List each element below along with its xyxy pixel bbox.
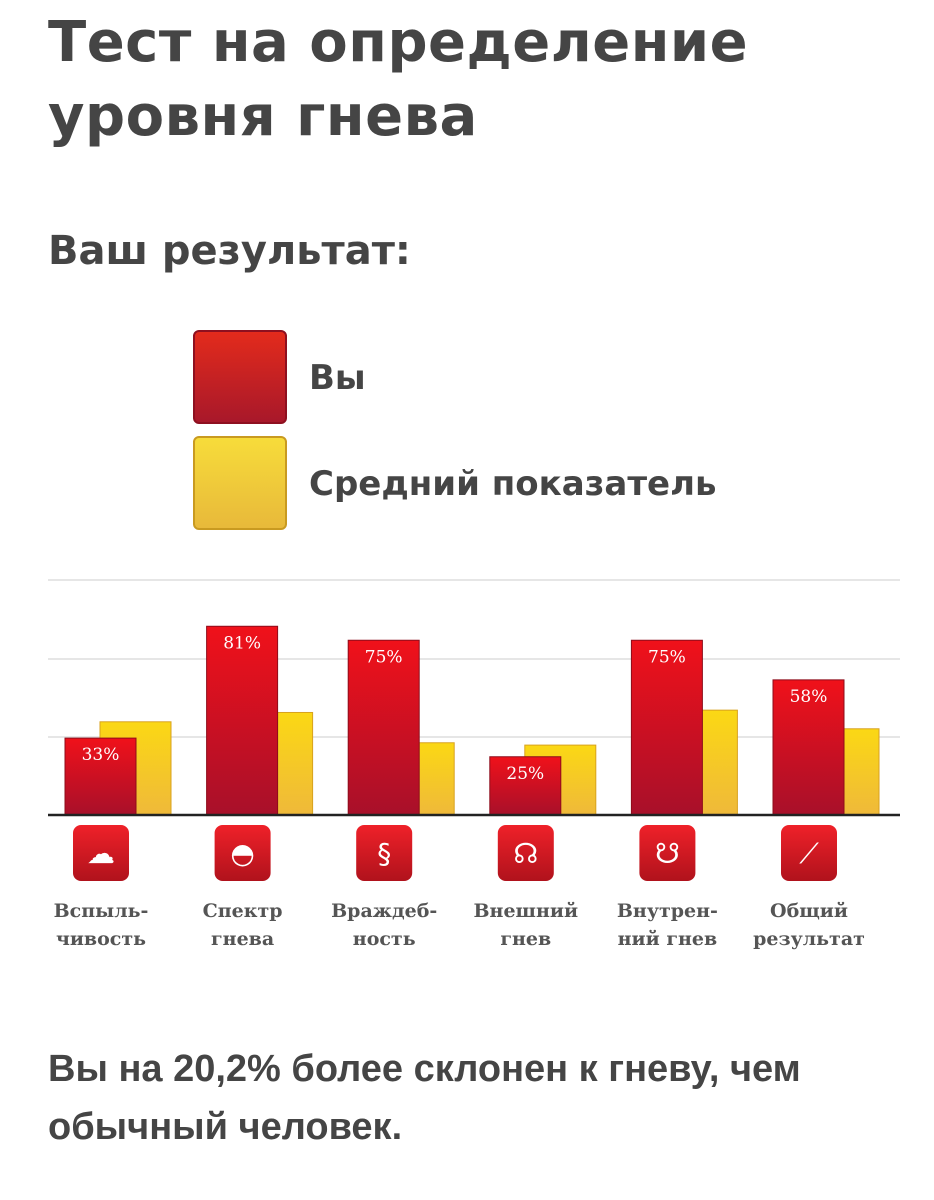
category-label-5: Общий результат [753,900,865,950]
category-label-0: Вспыль-чивость [54,900,149,950]
head-outward-sound-icon: ☊ [497,825,554,881]
legend-label-you: Вы [309,358,366,398]
head-inward-sound-icon-tile [639,825,696,881]
data-label-you-4: 75% [648,647,686,667]
legend-label-average: Средний показатель [309,464,717,504]
data-label-you-5: 58% [790,687,828,707]
category-label-2: Враждеб-ность [331,900,437,950]
head-inward-sound-icon: ☋ [639,825,696,881]
bar-you-3 [489,756,562,816]
spectrum-fan-icon: ◓ [214,825,271,881]
spectrum-fan-icon-tile [214,825,271,881]
category-label-4: Внутрен-ний гнев [617,900,718,950]
data-label-you-2: 75% [365,647,403,667]
head-outward-sound-icon-tile [497,825,554,881]
snake-icon-tile [356,825,413,881]
snake-icon: § [356,825,413,881]
line-graph-icon-glyph: ⟋ [799,837,819,870]
bar-you-4 [630,639,703,816]
storm-cloud-icon-tile [73,825,129,881]
category-label-1: Спектр гнева [203,900,283,950]
page-title: Тест на определение уровня гнева [48,10,749,149]
legend-swatch-average [193,436,287,530]
storm-cloud-icon: ☁ [73,825,129,881]
head-inward-sound-icon-glyph: ☋ [655,837,680,870]
data-label-you-0: 33% [82,745,120,765]
result-heading: Ваш результат: [48,228,411,274]
bar-you-5 [772,679,845,816]
grid-lines [48,579,900,738]
line-graph-icon-tile [781,825,837,881]
legend-swatch-you [193,330,287,424]
conclusion-text: Вы на 20,2% более склонен к гневу, чем о… [48,1048,801,1148]
bar-you-1 [206,625,279,816]
category-label-3: Внешний гнев [474,900,579,950]
snake-icon-glyph: § [377,837,391,870]
bar-you-2 [347,639,420,816]
line-graph-icon: ⟋ [781,825,837,881]
bars: 33% 81% 75% 25% 75% 58% [48,625,900,817]
category-labels: Вспыль-чивость Спектр гнева Враждеб-ность Вн… [54,900,865,950]
category-icons: ☁ ◓ § ☊ ☋ ⟋ [73,825,837,881]
head-outward-sound-icon-glyph: ☊ [513,837,538,870]
spectrum-fan-icon-glyph: ◓ [230,837,254,870]
storm-cloud-icon-glyph: ☁ [87,837,115,870]
bar-chart: 33% 81% 75% 25% 75% 58% ☁ ◓ § ☊ ☋ ⟋ Вспыль-чивость… [48,579,900,950]
data-label-you-3: 25% [506,764,544,784]
data-label-you-1: 81% [223,633,261,653]
